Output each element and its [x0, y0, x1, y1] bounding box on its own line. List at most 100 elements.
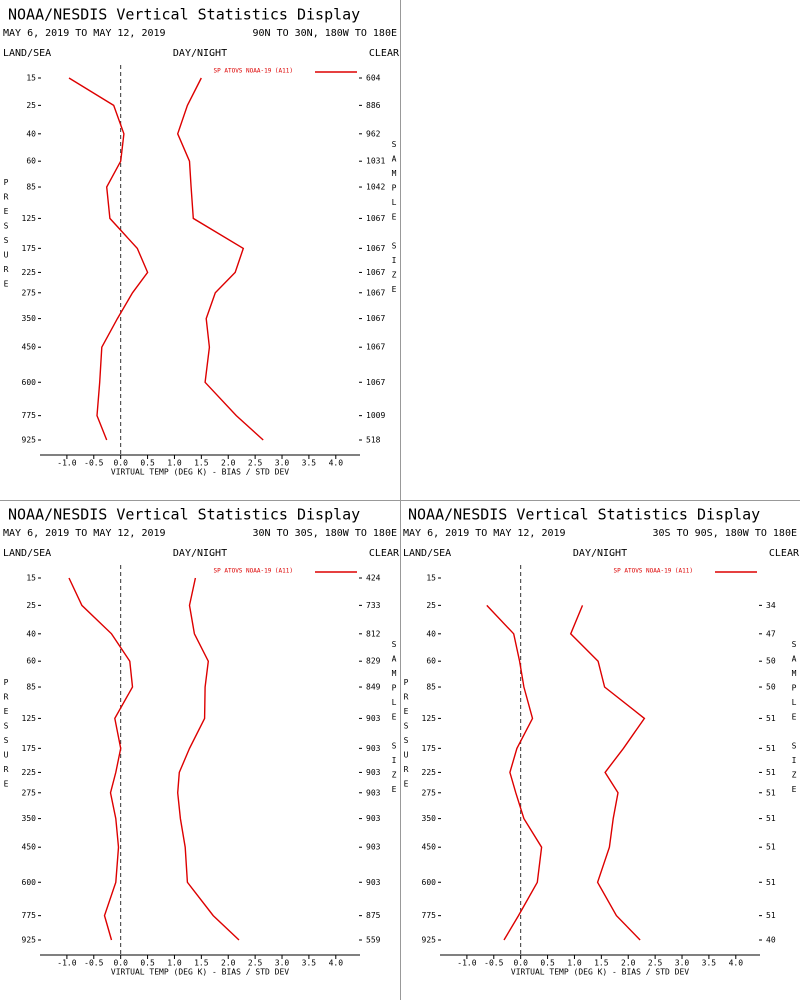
sample-size: 886	[366, 101, 381, 110]
sample-size: 51	[766, 788, 776, 797]
chart-panel: NOAA/NESDIS Vertical Statistics Display M…	[2, 506, 400, 977]
region: 90N TO 30N, 180W TO 180E	[253, 28, 398, 39]
header-right: CLEAR	[369, 548, 400, 559]
x-axis-label: VIRTUAL TEMP (DEG K) - BIAS / STD DEV	[111, 468, 289, 477]
sample-size: 50	[766, 683, 776, 692]
y-tick-label: 275	[22, 288, 37, 297]
sample-size: 962	[366, 129, 381, 138]
y-tick-label: 40	[426, 629, 436, 638]
chart-panel: NOAA/NESDIS Vertical Statistics Display M…	[402, 506, 800, 977]
legend-label: SP ATOVS NOAA-19 (A11)	[614, 568, 693, 575]
sample-size: 604	[366, 74, 381, 83]
x-tick-label: 1.5	[194, 959, 209, 968]
x-tick-label: 0.5	[140, 459, 155, 468]
y-tick-label: 350	[22, 814, 37, 823]
chart-title: NOAA/NESDIS Vertical Statistics Display	[408, 506, 760, 524]
x-tick-label: 2.0	[221, 459, 236, 468]
sample-size: 903	[366, 814, 381, 823]
sample-size: 51	[766, 744, 776, 753]
sample-size: 51	[766, 714, 776, 723]
x-tick-label: 3.0	[675, 959, 690, 968]
x-axis-label: VIRTUAL TEMP (DEG K) - BIAS / STD DEV	[511, 968, 689, 977]
y-tick-label: 25	[26, 101, 36, 110]
y-tick-label: 600	[22, 878, 37, 887]
x-tick-label: 2.0	[621, 959, 636, 968]
bias-line	[486, 604, 543, 941]
sample-size: 50	[766, 657, 776, 666]
x-tick-label: 3.0	[275, 959, 290, 968]
header-left: LAND/SEA	[3, 548, 51, 559]
x-tick-label: 2.0	[221, 959, 236, 968]
x-tick-label: -1.0	[57, 459, 76, 468]
y-tick-label: 85	[26, 183, 36, 192]
sample-size: 1031	[366, 157, 385, 166]
sample-size: 903	[366, 843, 381, 852]
y-tick-label: 925	[22, 936, 37, 945]
x-tick-label: 0.0	[113, 959, 128, 968]
y-tick-label: 225	[422, 768, 437, 777]
sample-size: 1067	[366, 343, 385, 352]
x-tick-label: 4.0	[329, 959, 344, 968]
chart-title: NOAA/NESDIS Vertical Statistics Display	[8, 506, 360, 524]
y-tick-label: 450	[422, 843, 437, 852]
y-tick-label: 775	[422, 911, 437, 920]
x-tick-label: 2.5	[648, 959, 663, 968]
header-right: CLEAR	[369, 48, 400, 59]
y-axis-label: PRESSURE	[402, 678, 411, 794]
y-tick-label: 15	[26, 74, 36, 83]
sample-size: 559	[366, 936, 381, 945]
x-tick-label: -1.0	[57, 959, 76, 968]
y-tick-label: 60	[26, 657, 36, 666]
x-tick-label: 3.0	[275, 459, 290, 468]
chart-subtitle: MAY 6, 2019 TO MAY 12, 2019	[403, 528, 566, 539]
sample-size: 518	[366, 436, 381, 445]
x-tick-label: 3.5	[302, 459, 317, 468]
y-tick-label: 225	[22, 268, 37, 277]
sample-size: 424	[366, 574, 381, 583]
header-center: DAY/NIGHT	[573, 548, 627, 559]
x-tick-label: 0.5	[540, 959, 555, 968]
x-tick-label: -0.5	[484, 959, 503, 968]
header-center: DAY/NIGHT	[173, 48, 227, 59]
y-tick-label: 85	[426, 683, 436, 692]
sample-size: 875	[366, 911, 381, 920]
x-tick-label: 1.5	[594, 959, 609, 968]
x-tick-label: 0.0	[513, 959, 528, 968]
y-tick-label: 600	[22, 378, 37, 387]
y-tick-label: 275	[22, 788, 37, 797]
y-tick-label: 275	[422, 788, 437, 797]
y-tick-label: 175	[22, 244, 37, 253]
x-tick-label: -0.5	[84, 959, 103, 968]
y-tick-label: 175	[422, 744, 437, 753]
legend-label: SP ATOVS NOAA-19 (A11)	[214, 568, 293, 575]
y-tick-label: 925	[422, 936, 437, 945]
sample-size: 1067	[366, 378, 385, 387]
header-left: LAND/SEA	[403, 548, 451, 559]
sample-size: 903	[366, 788, 381, 797]
sample-size: 1067	[366, 268, 385, 277]
y-tick-label: 15	[426, 574, 436, 583]
y-tick-label: 175	[22, 744, 37, 753]
x-tick-label: -1.0	[457, 959, 476, 968]
sample-size: 903	[366, 768, 381, 777]
y-tick-label: 85	[26, 683, 36, 692]
chart-subtitle: MAY 6, 2019 TO MAY 12, 2019	[3, 528, 166, 539]
sample-size: 51	[766, 911, 776, 920]
sample-size: 1067	[366, 244, 385, 253]
chart-subtitle: MAY 6, 2019 TO MAY 12, 2019	[3, 28, 166, 39]
bias-line	[68, 77, 149, 441]
sample-size: 1067	[366, 314, 385, 323]
sample-size: 34	[766, 601, 776, 610]
sample-size: 1042	[366, 183, 385, 192]
std-dev-line	[176, 577, 240, 941]
sample-size: 51	[766, 843, 776, 852]
y2-axis-label: SAMPLE SIZE	[790, 640, 799, 800]
x-tick-label: 1.0	[567, 959, 582, 968]
sample-size: 1067	[366, 214, 385, 223]
y-tick-label: 40	[26, 629, 36, 638]
header-right: CLEAR	[769, 548, 800, 559]
sample-size: 812	[366, 629, 381, 638]
y-tick-label: 350	[22, 314, 37, 323]
y-tick-label: 60	[426, 657, 436, 666]
std-dev-line	[569, 605, 646, 941]
